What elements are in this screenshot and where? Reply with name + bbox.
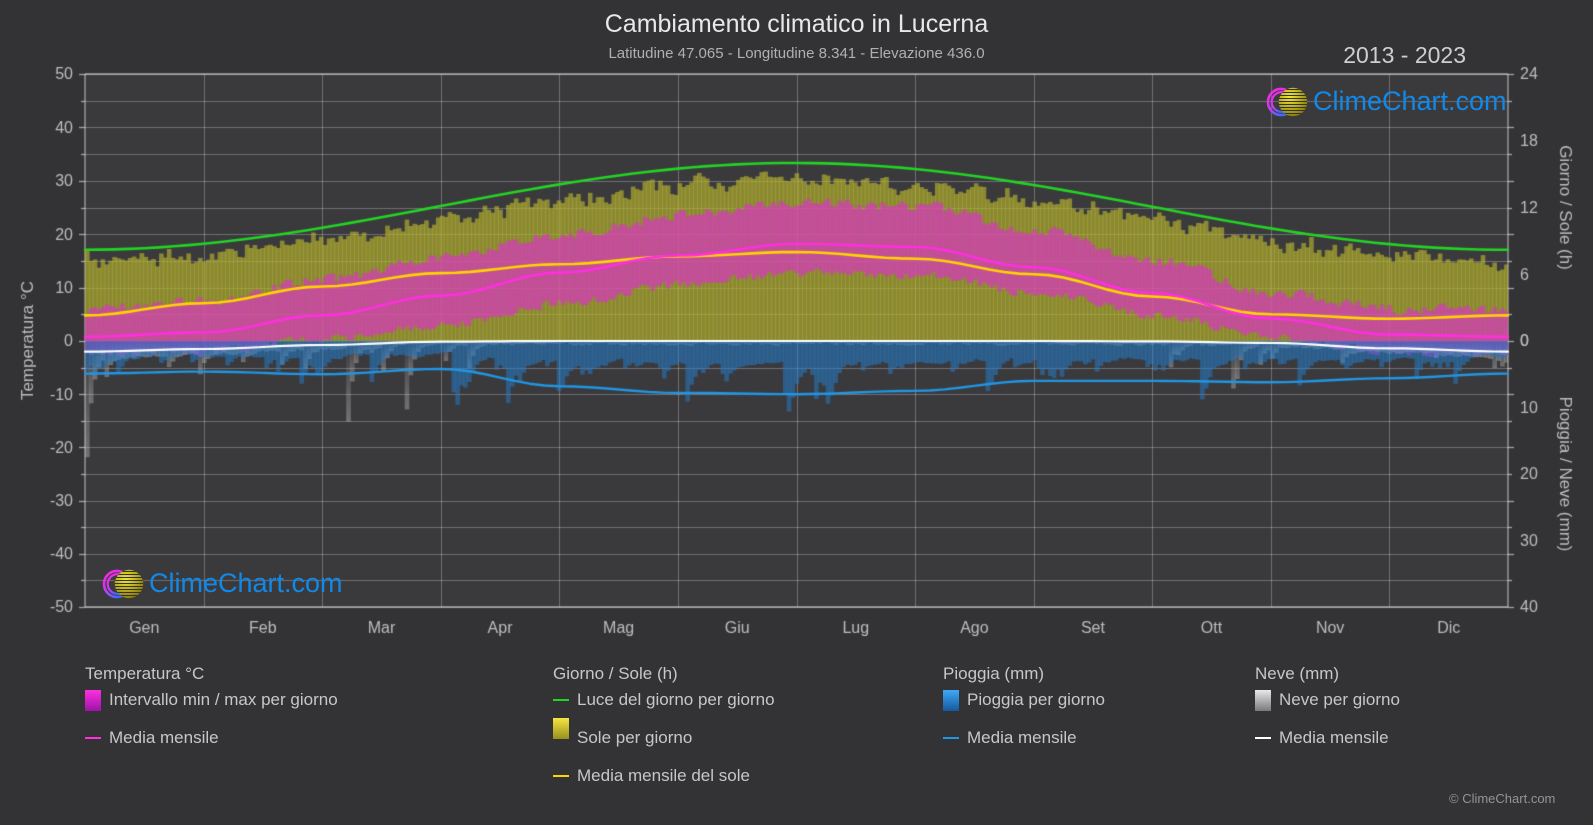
svg-text:ClimeChart.com: ClimeChart.com: [149, 568, 343, 598]
svg-text:ClimeChart.com: ClimeChart.com: [1313, 86, 1507, 116]
